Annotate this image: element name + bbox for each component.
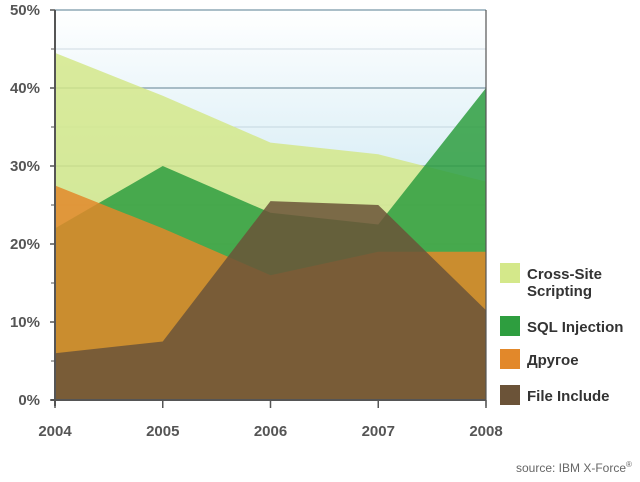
y-tick-label: 50% bbox=[10, 2, 40, 19]
legend-label: File Include bbox=[527, 388, 610, 405]
legend-label: SQL Injection bbox=[527, 319, 623, 336]
legend-swatch bbox=[500, 349, 520, 369]
legend-swatch bbox=[500, 385, 520, 405]
legend-label: Другое bbox=[527, 352, 579, 369]
legend-label: Cross-Site Scripting bbox=[527, 266, 602, 300]
y-tick-label: 10% bbox=[10, 314, 40, 331]
x-tick-label: 2007 bbox=[362, 423, 395, 440]
legend: Cross-Site Scripting SQL Injection Другое Fi… bbox=[500, 263, 623, 405]
x-tick-label: 2008 bbox=[469, 423, 502, 440]
y-tick-label: 0% bbox=[18, 392, 40, 409]
y-tick-label: 40% bbox=[10, 80, 40, 97]
x-tick-label: 2004 bbox=[38, 423, 72, 440]
y-tick-label: 30% bbox=[10, 158, 40, 175]
legend-swatch bbox=[500, 316, 520, 336]
legend-swatch bbox=[500, 263, 520, 283]
area-file-include bbox=[55, 201, 486, 400]
x-tick-label: 2006 bbox=[254, 423, 287, 440]
source-label: source: IBM X-Force® bbox=[516, 460, 632, 475]
x-tick-label: 2005 bbox=[146, 423, 179, 440]
axes: 0% 10% 20% 30% 40% 50% 2004 2005 2006 2007 2008 bbox=[10, 2, 503, 440]
y-tick-label: 20% bbox=[10, 236, 40, 253]
area-series bbox=[55, 52, 486, 401]
